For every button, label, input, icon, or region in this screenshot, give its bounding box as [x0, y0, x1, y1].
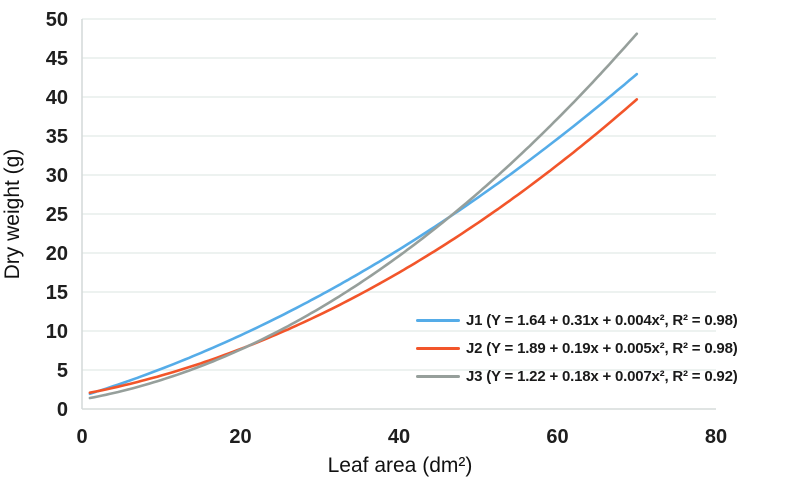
- x-axis-title: Leaf area (dm²): [327, 454, 473, 477]
- y-tick-label: 15: [46, 282, 68, 304]
- y-tick-label: 30: [46, 165, 68, 187]
- y-tick-label: 10: [46, 321, 68, 343]
- y-tick-label: 50: [46, 9, 68, 31]
- legend-label-j1: J1 (Y = 1.64 + 0.31x + 0.004x², R² = 0.9…: [466, 311, 738, 329]
- y-tick-label: 35: [46, 126, 68, 148]
- series-curve-j2: [88, 98, 639, 395]
- x-tick-label: 80: [705, 426, 727, 448]
- legend-line-swatch-j3: [416, 374, 460, 378]
- y-tick-label: 25: [46, 204, 68, 226]
- y-tick-label: 0: [57, 399, 68, 421]
- y-axis-title: Dry weight (g): [1, 148, 24, 280]
- series-curve-j1: [88, 72, 639, 396]
- legend-label-j2: J2 (Y = 1.89 + 0.19x + 0.005x², R² = 0.9…: [466, 339, 738, 357]
- x-tick-label: 60: [546, 426, 568, 448]
- y-tick-label: 20: [46, 243, 68, 265]
- x-tick-label: 0: [76, 426, 87, 448]
- legend: J1 (Y = 1.64 + 0.31x + 0.004x², R² = 0.9…: [416, 306, 738, 390]
- legend-item-j3: J3 (Y = 1.22 + 0.18x + 0.007x², R² = 0.9…: [416, 362, 738, 390]
- y-tick-label: 5: [57, 360, 68, 382]
- legend-line-swatch-j2: [416, 346, 460, 350]
- legend-item-j2: J2 (Y = 1.89 + 0.19x + 0.005x², R² = 0.9…: [416, 334, 738, 362]
- legend-item-j1: J1 (Y = 1.64 + 0.31x + 0.004x², R² = 0.9…: [416, 306, 738, 334]
- x-tick-label: 20: [229, 426, 251, 448]
- y-tick-label: 40: [46, 87, 68, 109]
- y-tick-label: 45: [46, 48, 68, 70]
- series-curve-j3: [88, 32, 639, 400]
- x-tick-label: 40: [388, 426, 410, 448]
- legend-label-j3: J3 (Y = 1.22 + 0.18x + 0.007x², R² = 0.9…: [466, 367, 738, 385]
- legend-line-swatch-j1: [416, 318, 460, 322]
